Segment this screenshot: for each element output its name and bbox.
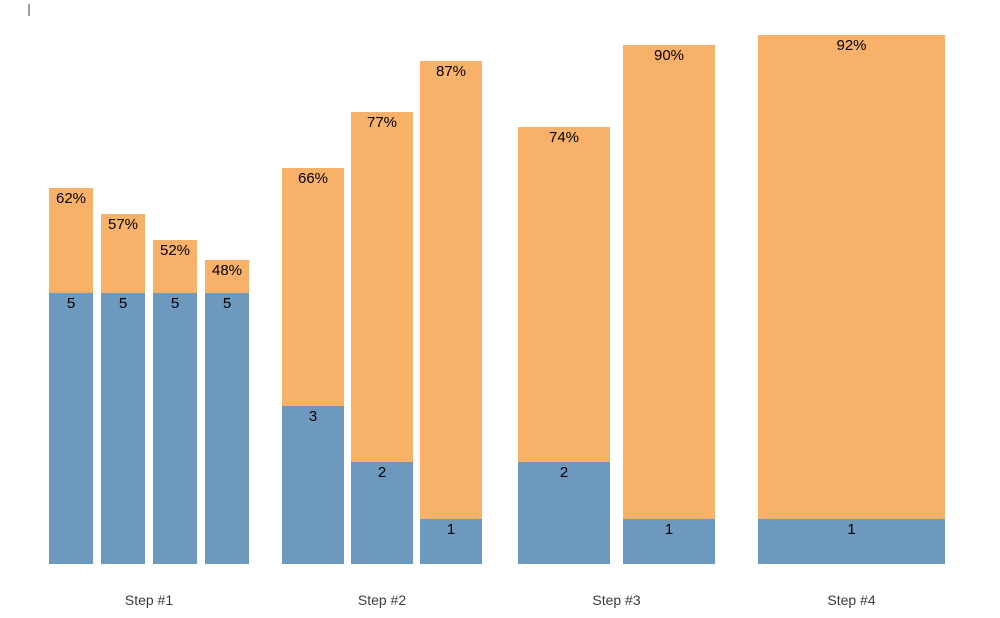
bar-segment-base-blue xyxy=(49,293,93,564)
count-label: 2 xyxy=(559,464,569,481)
group-label: Step #3 xyxy=(592,592,641,608)
stray-mark xyxy=(28,4,30,16)
count-label: 1 xyxy=(446,521,456,538)
count-label: 5 xyxy=(222,295,232,312)
bar-segment-remainder-orange xyxy=(101,214,145,293)
bar-segment-base-blue xyxy=(101,293,145,564)
count-label: 3 xyxy=(308,408,318,425)
bar-segment-base-blue xyxy=(351,462,413,564)
percent-label: 66% xyxy=(297,170,329,187)
bar-segment-base-blue xyxy=(153,293,197,564)
percent-label: 92% xyxy=(836,37,867,54)
bar-segment-base-blue xyxy=(205,293,249,564)
group-label: Step #1 xyxy=(124,592,174,608)
group-label: Step #2 xyxy=(357,592,407,608)
percent-label: 87% xyxy=(435,63,467,80)
count-label: 1 xyxy=(664,521,674,538)
bar-segment-remainder-orange xyxy=(205,260,249,293)
percent-label: 62% xyxy=(55,190,87,207)
bar-segment-remainder-orange xyxy=(153,240,197,293)
count-label: 5 xyxy=(170,295,180,312)
bar-segment-base-blue xyxy=(420,519,482,564)
bar-segment-remainder-orange xyxy=(758,35,945,519)
count-label: 5 xyxy=(66,295,76,312)
percent-label: 77% xyxy=(366,114,398,131)
percent-label: 74% xyxy=(548,129,580,146)
count-label: 2 xyxy=(377,464,387,481)
bar-segment-remainder-orange xyxy=(420,61,482,519)
bar-segment-remainder-orange xyxy=(49,188,93,293)
count-label: 5 xyxy=(118,295,128,312)
bar-segment-remainder-orange xyxy=(623,45,715,519)
bar-segment-remainder-orange xyxy=(282,168,344,406)
percent-label: 52% xyxy=(159,242,191,259)
percent-label: 90% xyxy=(653,47,685,64)
count-label: 1 xyxy=(847,521,856,538)
bar-segment-remainder-orange xyxy=(518,127,610,462)
bar-segment-base-blue xyxy=(518,462,610,564)
percent-label: 57% xyxy=(107,216,139,233)
bar-segment-base-blue xyxy=(623,519,715,564)
group-label: Step #4 xyxy=(827,592,876,608)
percent-label: 48% xyxy=(211,262,243,279)
bar-segment-base-blue xyxy=(758,519,945,564)
bar-segment-remainder-orange xyxy=(351,112,413,462)
bar-segment-base-blue xyxy=(282,406,344,564)
